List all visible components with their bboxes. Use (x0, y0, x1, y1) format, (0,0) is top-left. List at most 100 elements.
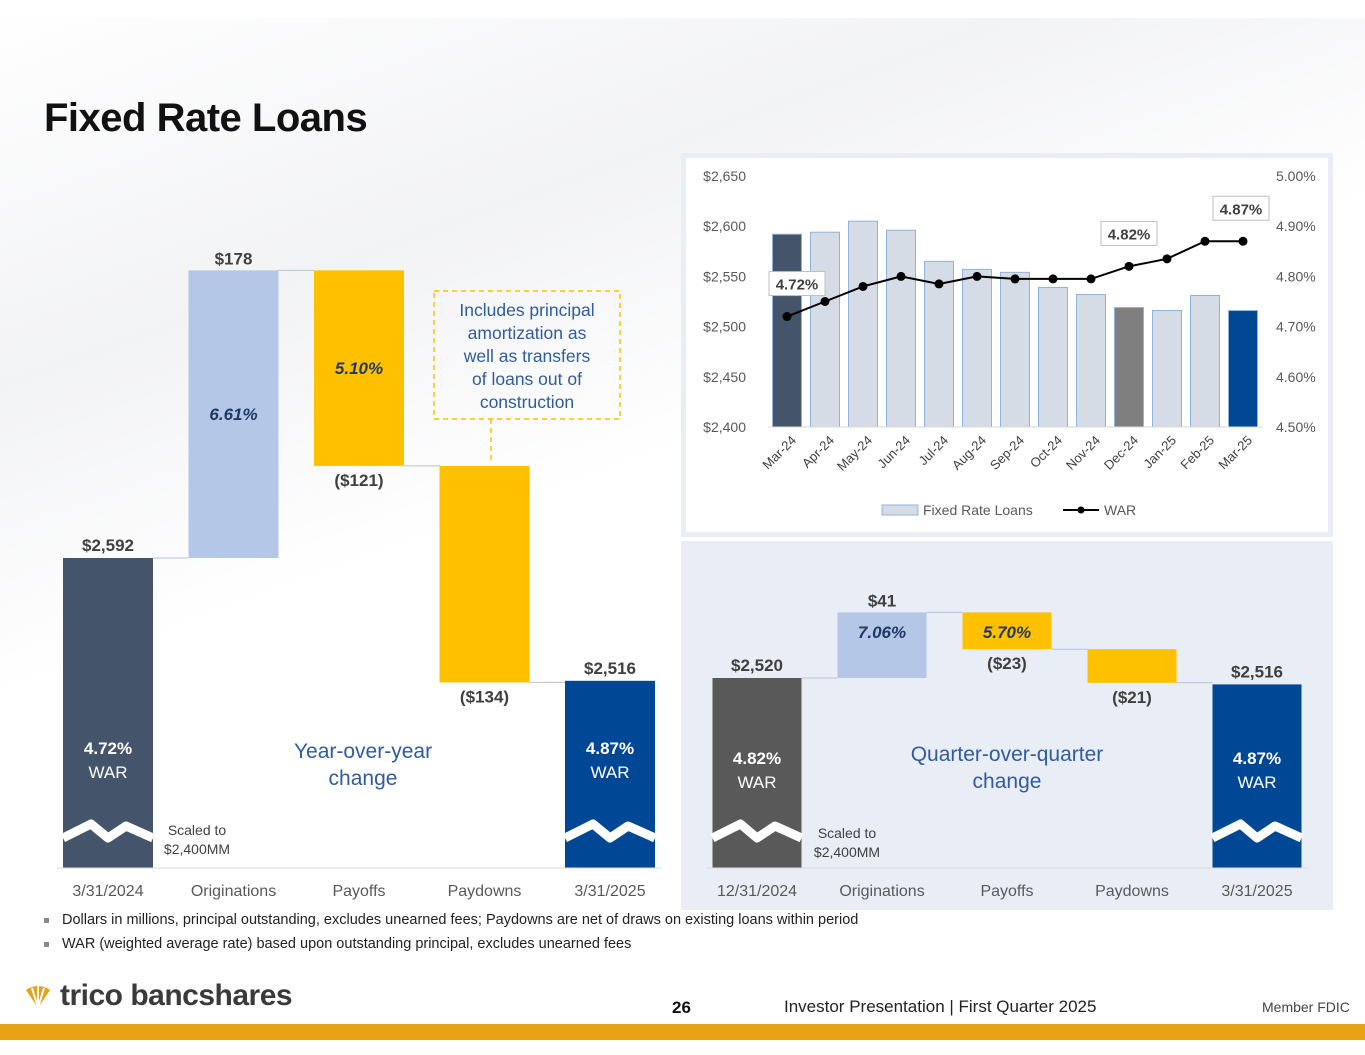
waterfall-bar (439, 465, 530, 683)
left-axis-tick: $2,400 (703, 419, 746, 435)
left-axis-tick: $2,600 (703, 218, 746, 234)
logo-text: trico bancshares (60, 979, 293, 1012)
war-point (858, 281, 868, 291)
value-label: ($23) (987, 654, 1027, 673)
war-point (782, 312, 792, 322)
war-label: WAR (88, 763, 127, 782)
rate-label: 5.10% (335, 359, 383, 378)
left-axis-tick: $2,550 (703, 268, 746, 284)
category-label: Payoffs (980, 883, 1033, 900)
war-point (1048, 274, 1058, 284)
waterfall-bar (962, 612, 1052, 650)
war-annotation-box (768, 271, 826, 297)
monthly-bar (1190, 294, 1220, 428)
scale-break-mark (562, 819, 657, 843)
left-axis-tick: $2,450 (703, 369, 746, 385)
category-label: 12/31/2024 (717, 883, 797, 900)
callout-box (433, 290, 621, 420)
legend-line-label: WAR (1104, 502, 1136, 518)
value-label: ($21) (1112, 688, 1152, 707)
war-point (1010, 274, 1020, 284)
monthly-bar (1000, 271, 1030, 428)
war-label: WAR (737, 773, 776, 792)
right-axis-tick: 4.60% (1276, 369, 1316, 385)
center-label: Quarter-over-quarter (911, 743, 1104, 766)
bottom-accent-bar (0, 1024, 1365, 1040)
right-axis-tick: 4.90% (1276, 218, 1316, 234)
monthly-bar (962, 268, 992, 428)
waterfall-bar (1087, 649, 1177, 683)
rate-label: 7.06% (858, 623, 906, 642)
bottom-strip (0, 1040, 1365, 1055)
center-label: change (329, 767, 398, 790)
monthly-bar (810, 231, 840, 428)
center-label: change (973, 770, 1042, 793)
footer-title: Investor Presentation | First Quarter 20… (784, 997, 1097, 1016)
war-point (1200, 236, 1210, 246)
company-logo: trico bancshares (22, 978, 293, 1014)
footnote-dollars: Dollars in millions, principal outstandi… (44, 912, 858, 928)
war-annotation: 4.72% (776, 277, 819, 294)
rate-label: 6.61% (209, 405, 257, 424)
value-label: $41 (868, 591, 896, 610)
war-rate-label: 4.87% (1233, 749, 1281, 768)
war-point (1086, 274, 1096, 284)
legend-bar-swatch (881, 504, 919, 516)
footnotes: Dollars in millions, principal outstandi… (44, 912, 858, 960)
war-point (1162, 254, 1172, 264)
monthly-bar (1076, 293, 1106, 428)
left-axis-tick: $2,650 (703, 168, 746, 184)
callout-text: Includes principal (459, 300, 594, 320)
war-point (1238, 236, 1248, 246)
page-number: 26 (672, 998, 691, 1017)
rate-label: 5.70% (983, 623, 1031, 642)
category-label: 3/31/2025 (1221, 883, 1292, 900)
value-label: $2,516 (584, 659, 636, 678)
war-label: WAR (1237, 773, 1276, 792)
value-label: $2,520 (731, 656, 783, 675)
war-annotation: 4.82% (1108, 226, 1151, 243)
member-fdic-label: Member FDIC (1262, 999, 1350, 1015)
callout-text: construction (480, 392, 574, 412)
value-label: $2,516 (1231, 662, 1283, 681)
value-label: ($134) (460, 687, 509, 706)
right-axis-tick: 5.00% (1276, 168, 1316, 184)
legend-bar-label: Fixed Rate Loans (923, 502, 1033, 518)
war-annotation: 4.87% (1220, 201, 1263, 218)
top-band (0, 0, 1365, 18)
category-label: Originations (839, 883, 924, 900)
category-label: Paydowns (448, 883, 522, 900)
waterfall-bar (314, 270, 404, 466)
page-title: Fixed Rate Loans (44, 96, 368, 140)
monthly-bar (1038, 286, 1068, 428)
scale-note: Scaled to (168, 822, 227, 838)
war-rate-label: 4.87% (586, 739, 634, 758)
war-point (896, 271, 906, 281)
war-point (934, 279, 944, 289)
category-label: 3/31/2025 (574, 883, 645, 900)
monthly-bar (886, 229, 916, 428)
war-rate-label: 4.82% (733, 749, 781, 768)
right-axis-tick: 4.50% (1276, 419, 1316, 435)
war-annotation-box (1212, 195, 1270, 221)
left-axis-tick: $2,500 (703, 319, 746, 335)
monthly-bar (1114, 307, 1144, 428)
war-point (1124, 261, 1134, 271)
right-axis-tick: 4.70% (1276, 319, 1316, 335)
footnote-war: WAR (weighted average rate) based upon o… (44, 936, 858, 952)
center-label: Year-over-year (294, 740, 432, 763)
waterfall-bar (188, 270, 279, 558)
legend-line-marker (1077, 506, 1085, 514)
monthly-bar (848, 220, 878, 428)
value-label: ($121) (334, 471, 383, 490)
category-label: 3/31/2024 (72, 883, 143, 900)
logo-shell-icon (26, 985, 50, 1009)
war-point (972, 271, 982, 281)
callout-text: of loans out of (472, 369, 582, 389)
war-label: WAR (590, 763, 629, 782)
monthly-bar (772, 233, 802, 428)
callout-text: amortization as (468, 323, 587, 343)
value-label: $2,592 (82, 536, 134, 555)
category-label: Payoffs (332, 883, 385, 900)
scale-note: $2,400MM (164, 841, 230, 857)
